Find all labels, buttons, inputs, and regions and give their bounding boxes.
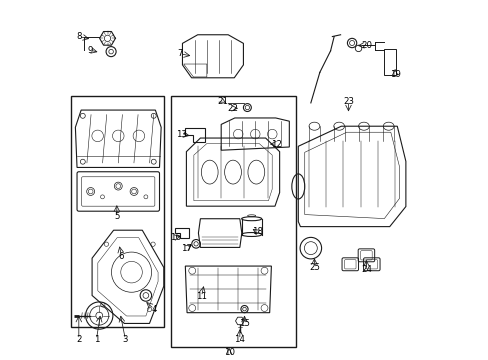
Bar — [384, 49, 395, 75]
Text: 17: 17 — [181, 244, 191, 253]
Text: 4: 4 — [151, 305, 157, 314]
Text: 19: 19 — [389, 70, 400, 79]
Text: 24: 24 — [360, 265, 371, 274]
Bar — [171, 96, 296, 347]
Text: 9: 9 — [87, 46, 93, 55]
Text: 3: 3 — [122, 335, 128, 344]
Text: 6: 6 — [119, 252, 124, 261]
Text: 22: 22 — [227, 104, 238, 113]
Polygon shape — [235, 317, 244, 325]
Text: 11: 11 — [196, 292, 206, 301]
Text: 25: 25 — [308, 264, 319, 273]
Text: 1: 1 — [94, 335, 99, 344]
Text: 21: 21 — [217, 96, 228, 105]
Text: 2: 2 — [76, 335, 81, 344]
Polygon shape — [100, 32, 115, 45]
Text: 18: 18 — [251, 228, 262, 237]
Text: 14: 14 — [234, 335, 245, 344]
Text: 15: 15 — [239, 319, 249, 328]
Text: 8: 8 — [76, 32, 81, 41]
Text: 10: 10 — [223, 348, 234, 357]
Text: 5: 5 — [114, 212, 120, 221]
Text: 12: 12 — [271, 140, 282, 149]
Text: 16: 16 — [169, 233, 181, 242]
Text: 23: 23 — [342, 96, 353, 105]
Text: 13: 13 — [175, 130, 186, 139]
Text: 7: 7 — [177, 49, 183, 58]
Text: 20: 20 — [360, 41, 371, 50]
Bar — [70, 96, 163, 327]
